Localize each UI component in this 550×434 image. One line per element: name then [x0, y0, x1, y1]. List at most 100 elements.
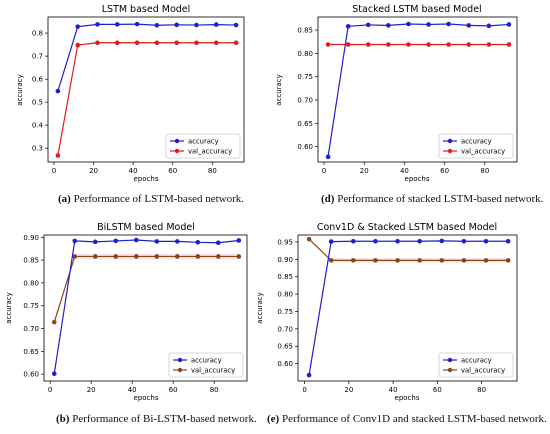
data-point: [72, 254, 78, 259]
data-point: [215, 254, 221, 259]
data-point: [114, 22, 120, 27]
data-point: [395, 238, 400, 244]
data-point: [213, 40, 219, 46]
x-tick-label: 60: [440, 167, 449, 175]
data-point: [506, 42, 512, 47]
y-axis-label: accuracy: [5, 292, 13, 324]
data-point: [365, 22, 371, 28]
y-tick-label: 0.80: [277, 291, 293, 299]
caption-d: (d) Performance of stacked LSTM-based ne…: [321, 193, 543, 205]
x-tick-label: 80: [480, 167, 489, 175]
x-tick-label: 0: [322, 167, 326, 175]
caption-a: (a) Performance of LSTM-based network.: [58, 193, 244, 205]
x-tick-label: 20: [89, 167, 98, 175]
data-point: [174, 22, 179, 28]
chart-title: Conv1D & Stacked LSTM based Model: [317, 222, 497, 233]
legend-label: val_accuracy: [461, 148, 505, 156]
data-point: [406, 21, 411, 27]
data-point: [55, 88, 61, 94]
y-tick-label: 0.90: [23, 234, 39, 242]
data-point: [194, 40, 199, 46]
data-point: [95, 40, 100, 46]
data-point: [417, 238, 422, 244]
caption-d-tag: (d): [321, 193, 335, 205]
y-tick-label: 0.5: [32, 99, 43, 107]
legend-label: accuracy: [188, 138, 219, 146]
chart-lstm: LSTM based Model 0 20 40 60 80 0.3 0.4 0.5 0.6 0.7…: [16, 4, 245, 183]
data-point: [213, 22, 219, 27]
series-line: [327, 23, 510, 157]
legend-box: [165, 133, 241, 159]
legend-box: [438, 133, 514, 159]
data-point: [154, 254, 160, 259]
data-point: [92, 239, 98, 245]
chart-stacked-lstm: Stacked LSTM based Model 0 20 40 60 80 0.60 0.6…: [275, 4, 518, 183]
data-point: [154, 40, 160, 46]
y-tick-label: 0.75: [297, 73, 313, 81]
data-point: [461, 258, 467, 263]
data-point: [154, 239, 160, 244]
data-point: [236, 238, 242, 243]
legend-label: accuracy: [461, 138, 492, 146]
data-point: [439, 258, 445, 263]
data-point: [426, 22, 431, 27]
plot-frame: [43, 234, 248, 382]
data-point: [461, 238, 467, 244]
x-tick-label: 0: [48, 386, 52, 394]
legend-marker: [447, 138, 453, 144]
x-tick-label: 40: [400, 167, 409, 175]
legend-label: val_accuracy: [188, 148, 232, 156]
data-point: [325, 154, 331, 160]
y-tick-label: 0.60: [23, 371, 39, 379]
caption-a-tag: (a): [58, 193, 71, 205]
y-tick-label: 0.60: [297, 143, 313, 151]
y-tick-label: 0.75: [23, 302, 39, 310]
series-line: [308, 238, 509, 261]
data-point: [406, 42, 411, 47]
chart-title: Stacked LSTM based Model: [352, 4, 481, 15]
x-axis-label: epochs: [395, 394, 420, 402]
legend-marker: [447, 367, 453, 373]
data-point: [345, 24, 351, 29]
caption-d-text: Performance of stacked LSTM-based networ…: [334, 193, 544, 205]
y-tick-label: 0.75: [277, 308, 293, 316]
x-tick-label: 60: [168, 167, 177, 175]
data-point: [446, 21, 451, 27]
x-tick-label: 40: [128, 386, 137, 394]
data-point: [75, 42, 80, 48]
y-tick-label: 0.6: [32, 76, 44, 84]
data-point: [133, 237, 139, 243]
data-point: [236, 254, 242, 259]
data-point: [351, 258, 356, 263]
series-val_accuracy: [306, 236, 511, 263]
x-tick-label: 0: [302, 386, 306, 394]
x-tick-label: 20: [360, 167, 369, 175]
data-point: [72, 238, 78, 244]
series-accuracy: [51, 237, 242, 377]
x-tick-label: 40: [129, 167, 138, 175]
data-point: [92, 254, 98, 259]
data-point: [174, 254, 180, 259]
data-point: [466, 42, 472, 47]
series-line: [53, 239, 239, 374]
legend-marker: [174, 148, 180, 154]
data-point: [426, 42, 431, 47]
data-point: [195, 254, 201, 259]
legend-marker: [447, 148, 453, 154]
legend-label: accuracy: [191, 357, 222, 365]
x-tick-label: 20: [87, 386, 96, 394]
data-point: [328, 239, 334, 244]
data-point: [174, 239, 180, 244]
data-point: [306, 372, 312, 378]
y-tick-label: 0.65: [23, 348, 39, 356]
y-tick-label: 0.60: [277, 360, 293, 368]
x-tick-label: 20: [344, 386, 353, 394]
data-point: [345, 42, 351, 47]
plot-frame: [297, 234, 518, 382]
series-val_accuracy: [325, 42, 512, 47]
chart-title: LSTM based Model: [102, 4, 191, 15]
x-axis-label: epochs: [134, 394, 159, 402]
data-point: [306, 236, 312, 242]
y-tick-label: 0.7: [32, 53, 43, 61]
data-point: [417, 258, 422, 263]
